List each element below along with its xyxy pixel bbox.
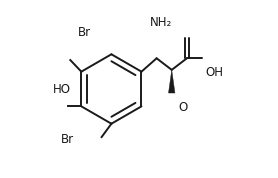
Text: O: O <box>178 101 188 114</box>
Text: HO: HO <box>53 83 71 96</box>
Polygon shape <box>168 70 175 93</box>
Text: NH₂: NH₂ <box>150 16 172 29</box>
Text: OH: OH <box>206 66 224 79</box>
Text: Br: Br <box>78 25 91 39</box>
Text: Br: Br <box>61 133 74 146</box>
